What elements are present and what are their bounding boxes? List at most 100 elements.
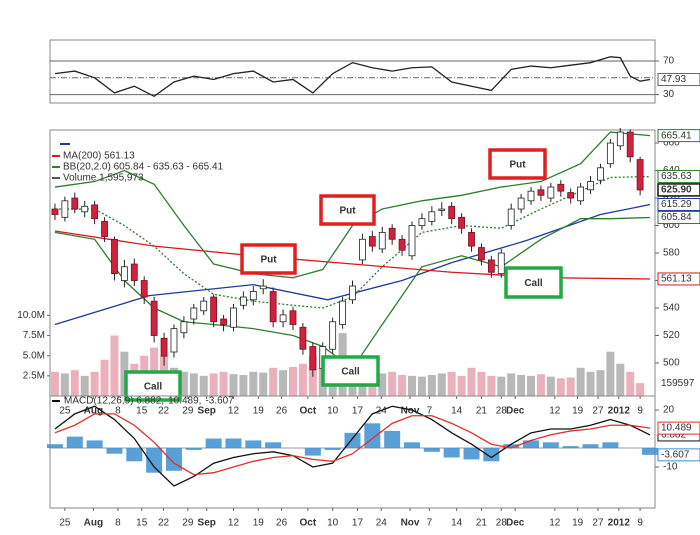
y2-tick-label: 5.0M bbox=[23, 350, 45, 361]
volume-bar bbox=[90, 371, 99, 396]
candle-body bbox=[359, 238, 366, 261]
histogram-bar bbox=[146, 448, 163, 473]
volume-bar bbox=[269, 367, 278, 396]
volume-bar bbox=[437, 373, 446, 396]
volume-bar bbox=[507, 373, 516, 396]
candle-body bbox=[289, 310, 297, 325]
value-box bbox=[657, 73, 700, 87]
histogram-bar bbox=[106, 448, 123, 454]
candle-body bbox=[279, 314, 287, 323]
volume-bar bbox=[70, 370, 79, 396]
value-box bbox=[657, 421, 700, 435]
candle-body bbox=[150, 300, 158, 336]
value-box bbox=[657, 170, 700, 184]
candle-body bbox=[468, 232, 475, 247]
x-tick-label: 28 bbox=[496, 518, 508, 529]
series-line bbox=[54, 131, 651, 279]
annotation-box bbox=[321, 355, 380, 387]
candle-body bbox=[259, 285, 267, 290]
x-tick-label: Nov bbox=[401, 406, 420, 417]
annotation-box bbox=[504, 266, 563, 299]
volume-bar bbox=[527, 375, 536, 396]
candle-body bbox=[349, 285, 356, 301]
annotation-text: Put bbox=[260, 255, 277, 266]
candle-body bbox=[587, 181, 594, 191]
histogram-bar bbox=[483, 448, 500, 462]
annotation-text: Call bbox=[524, 278, 543, 289]
volume-bar bbox=[517, 375, 526, 396]
x-tick-label: 9 bbox=[637, 518, 643, 529]
annotation-box bbox=[319, 194, 376, 226]
x-tick-label: 7 bbox=[427, 406, 433, 417]
candle-body bbox=[626, 131, 634, 158]
x-tick-label: 15 bbox=[136, 518, 148, 529]
series-line bbox=[54, 56, 651, 98]
volume-bar bbox=[60, 373, 69, 396]
candle-body bbox=[140, 280, 148, 298]
candle-body bbox=[606, 142, 614, 165]
histogram-bar bbox=[602, 442, 619, 449]
volume-bar bbox=[199, 375, 208, 396]
x-tick-label: 19 bbox=[572, 406, 584, 417]
x-tick-label: 27 bbox=[592, 406, 604, 417]
volume-bar bbox=[388, 371, 397, 396]
x-tick-label: 17 bbox=[352, 518, 364, 529]
volume-bar bbox=[229, 374, 238, 396]
legend-text: Volume 1,595,973 bbox=[63, 173, 144, 184]
candle-body bbox=[398, 238, 406, 251]
y2-tick-label: 10.0M bbox=[17, 310, 45, 321]
value-box bbox=[657, 129, 700, 143]
x-tick-label: 10 bbox=[327, 518, 339, 529]
x-tick-label: Dec bbox=[506, 518, 525, 529]
x-tick-label: 29 bbox=[182, 406, 194, 417]
volume-bar bbox=[457, 375, 466, 396]
candle-body bbox=[487, 259, 495, 273]
series-line bbox=[54, 203, 651, 326]
histogram-bar bbox=[46, 444, 63, 449]
histogram-bar bbox=[443, 448, 460, 458]
histogram-bar bbox=[225, 438, 242, 449]
value-box bbox=[657, 198, 700, 212]
x-tick-label: 14 bbox=[451, 518, 463, 529]
value-label: 615.29 bbox=[661, 199, 692, 210]
x-tick-label: 26 bbox=[276, 406, 288, 417]
candle-body bbox=[101, 221, 108, 237]
candle-body bbox=[378, 232, 386, 250]
x-tick-label: Aug bbox=[84, 406, 103, 417]
candle-body bbox=[507, 208, 515, 226]
legend-text: MACD(12,26,9) 6.882, bbox=[64, 396, 164, 407]
candle-body bbox=[210, 296, 218, 323]
annotation-box bbox=[124, 370, 182, 402]
x-tick-label: 12 bbox=[549, 518, 561, 529]
x-tick-label: 19 bbox=[572, 518, 584, 529]
histogram-bar bbox=[463, 448, 480, 460]
candle-body bbox=[567, 192, 575, 199]
candle-body bbox=[309, 346, 317, 371]
annotation-box bbox=[488, 148, 547, 180]
candle-body bbox=[418, 218, 426, 226]
volume-bar bbox=[417, 376, 426, 396]
candle-body bbox=[190, 307, 198, 320]
candle-body bbox=[200, 300, 208, 312]
candle-body bbox=[230, 307, 237, 328]
candle-body bbox=[170, 328, 178, 353]
series-line bbox=[54, 405, 651, 487]
x-tick-label: Sep bbox=[198, 406, 216, 417]
candle-body bbox=[249, 291, 257, 301]
candle-body bbox=[438, 208, 446, 211]
candle-body bbox=[51, 208, 59, 215]
x-tick-label: 12 bbox=[228, 518, 240, 529]
volume-bar bbox=[487, 375, 496, 396]
candle-body bbox=[81, 205, 89, 213]
candle-body bbox=[577, 186, 585, 202]
volume-bar bbox=[279, 370, 288, 396]
candle-body bbox=[329, 321, 337, 350]
y-tick-label: 70 bbox=[663, 56, 675, 67]
x-tick-label: 21 bbox=[476, 518, 488, 529]
volume-bar bbox=[239, 375, 248, 396]
candle-body bbox=[448, 205, 456, 220]
legend-text: -3.607 bbox=[205, 396, 234, 407]
volume-bar bbox=[298, 363, 307, 396]
y2-tick-label: 7.5M bbox=[23, 330, 45, 341]
